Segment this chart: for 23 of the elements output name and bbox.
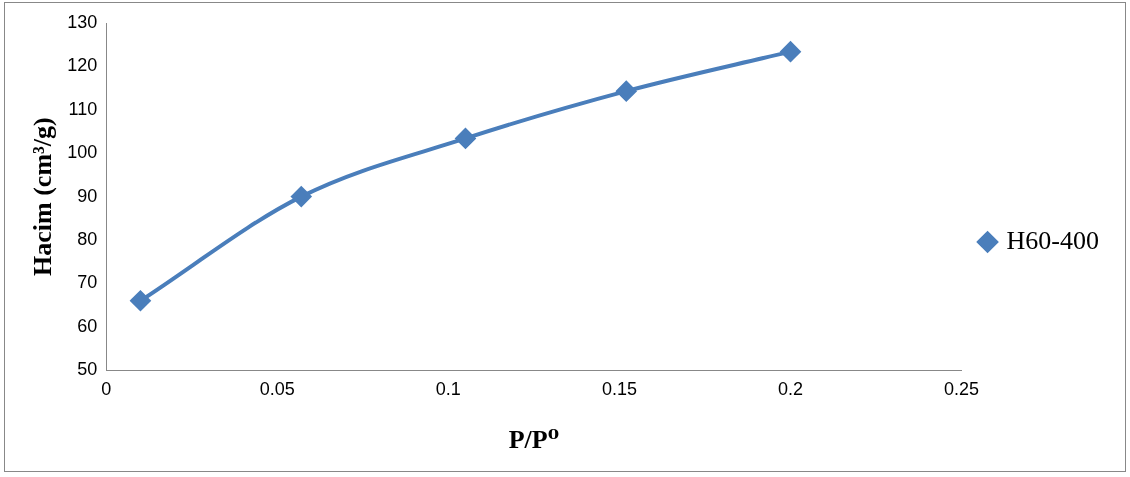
x-tick-label: 0.1	[435, 378, 461, 399]
x-tick-label: 0	[101, 378, 112, 399]
x-tick-label: 0.05	[259, 378, 295, 399]
x-axis-title: P/P⁰	[508, 425, 560, 455]
x-tick-label: 0.25	[944, 378, 980, 399]
point	[780, 41, 801, 62]
y-tick-label: 70	[77, 272, 98, 293]
y-tick-label: 90	[77, 185, 98, 206]
y-tick-label: 130	[67, 11, 98, 32]
legend-label: H60-400	[1006, 225, 1099, 255]
y-tick-label: 110	[68, 98, 98, 119]
y-tick-label: 80	[77, 228, 98, 249]
y-tick-label: 60	[77, 315, 98, 336]
point	[616, 81, 637, 102]
x-tick-label: 0.15	[601, 378, 637, 399]
x-tick-label: 0.2	[777, 378, 804, 399]
y-tick-label: 50	[77, 359, 98, 380]
y-axis-title: Hacim (cm³/g)	[28, 117, 58, 276]
y-tick-label: 120	[67, 55, 98, 76]
y-tick-label: 100	[67, 142, 98, 163]
point	[455, 128, 476, 149]
point	[291, 186, 312, 207]
point	[130, 290, 151, 311]
